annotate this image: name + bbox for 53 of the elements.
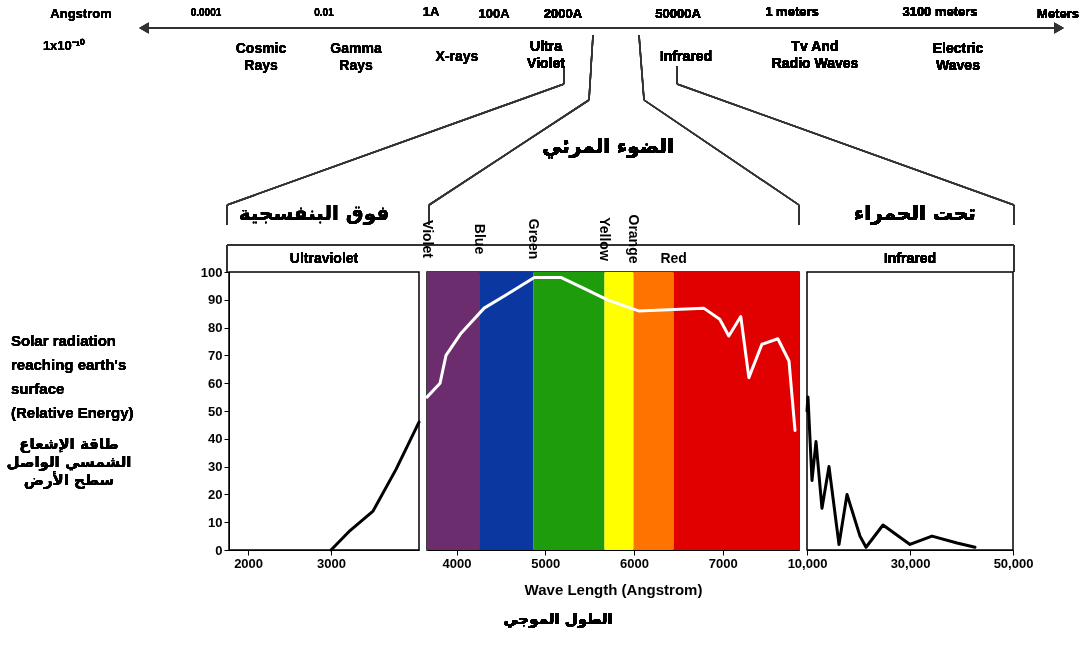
text: 1A (422, 4, 440, 19)
y-tick-label: 20 (208, 486, 223, 502)
band-label: Violet (420, 220, 436, 259)
x-tick-label: 30,000 (890, 555, 931, 571)
text: 50000A (655, 6, 702, 21)
text: Meters (1037, 6, 1079, 21)
y-tick-label: 70 (208, 347, 223, 363)
y-tick-label: 30 (208, 459, 223, 475)
band-label: Yellow (597, 217, 614, 261)
text: X-rays (435, 48, 479, 64)
chart-title: Ultraviolet (289, 250, 359, 266)
band-label: Orange (626, 214, 643, 264)
x-tick-label: 2000 (234, 555, 264, 571)
y-axis-title: Solar radiation reaching earth's surface (Relative Energy) (11, 332, 134, 421)
x-tick-label: 5000 (531, 555, 561, 571)
text: Ultra Violet (527, 38, 566, 71)
text: 100A (478, 6, 511, 21)
text: 1 meters (765, 4, 819, 19)
text: طاقة الإشعاع الشمسي الواصل سطح الأرض (6, 435, 132, 489)
x-tick-label: 50,000 (993, 555, 1034, 571)
text: فوق البنفسجية (238, 201, 390, 225)
band-label: Red (660, 250, 687, 266)
y-tick-label: 0 (215, 542, 223, 558)
text: الطول الموجي (503, 610, 613, 628)
text: Angstrom (50, 6, 112, 21)
y-tick-label: 10 (208, 514, 223, 530)
y-tick-label: 80 (208, 320, 223, 336)
text: Electric Waves (932, 40, 984, 73)
text: Infrared (659, 48, 713, 64)
text: تحت الحمراء (854, 201, 976, 225)
y-tick-label: 100 (200, 264, 223, 280)
x-tick-label: 3000 (317, 555, 347, 571)
y-tick-label: 50 (208, 403, 223, 419)
x-tick-label: 10,000 (787, 555, 828, 571)
chart-title: Infrared (883, 250, 937, 266)
text: Gamma Rays (330, 40, 382, 73)
x-tick-label: 4000 (442, 555, 472, 571)
band-label: Blue (472, 223, 489, 255)
text: 2000A (543, 6, 583, 21)
y-tick-label: 40 (208, 431, 223, 447)
band-label: Green (526, 218, 543, 260)
text: 1x10⁻¹⁰ (42, 38, 86, 53)
y-tick-label: 60 (208, 375, 223, 391)
x-tick-label: 6000 (620, 555, 649, 571)
text: Cosmic Rays (235, 40, 287, 73)
y-tick-label: 90 (208, 292, 223, 308)
text: 0.01 (314, 7, 335, 18)
text: 3100 meters (902, 4, 978, 19)
x-tick-label: 7000 (708, 555, 738, 571)
text: Tv And Radio Waves (771, 38, 859, 71)
x-axis-title: Wave Length (Angstrom) (524, 580, 703, 598)
text: الضوء المرئي (542, 134, 674, 159)
text: 0.0001 (190, 7, 222, 18)
